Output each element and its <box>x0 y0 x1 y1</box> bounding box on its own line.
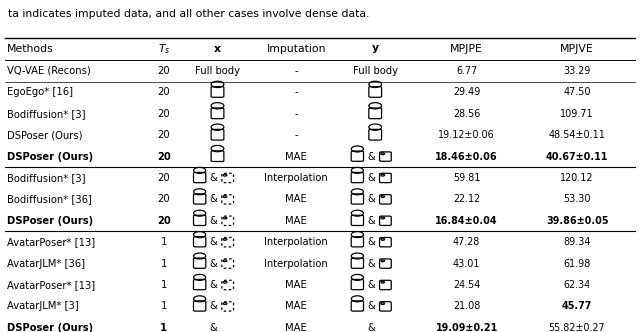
Text: MAE: MAE <box>285 280 307 290</box>
Text: 62.34: 62.34 <box>563 280 591 290</box>
Text: 48.54±0.11: 48.54±0.11 <box>548 130 605 140</box>
Text: 45.77: 45.77 <box>562 301 592 311</box>
Text: $T_s$: $T_s$ <box>157 42 170 56</box>
Text: &: & <box>210 173 218 183</box>
Text: &: & <box>210 259 218 269</box>
Text: 18.46±0.06: 18.46±0.06 <box>435 152 498 162</box>
Text: EgoEgo* [16]: EgoEgo* [16] <box>7 87 73 97</box>
Text: $\mathbf{y}$: $\mathbf{y}$ <box>371 43 380 55</box>
Text: 47.50: 47.50 <box>563 87 591 97</box>
Text: $\mathbf{x}$: $\mathbf{x}$ <box>213 44 222 54</box>
Text: &: & <box>367 280 375 290</box>
Text: Methods: Methods <box>7 44 54 54</box>
Text: MAE: MAE <box>285 194 307 205</box>
Text: MPJVE: MPJVE <box>560 44 594 54</box>
Text: 20: 20 <box>157 109 170 119</box>
Text: -: - <box>294 66 298 76</box>
Text: AvatarJLM* [3]: AvatarJLM* [3] <box>7 301 79 311</box>
Text: 19.12±0.06: 19.12±0.06 <box>438 130 495 140</box>
Text: 53.30: 53.30 <box>563 194 591 205</box>
Text: DSPoser (Ours): DSPoser (Ours) <box>7 323 93 332</box>
Text: AvatarJLM* [36]: AvatarJLM* [36] <box>7 259 85 269</box>
Text: 19.09±0.21: 19.09±0.21 <box>436 323 498 332</box>
Text: &: & <box>367 194 375 205</box>
Text: &: & <box>367 237 375 247</box>
Text: Interpolation: Interpolation <box>264 237 328 247</box>
Text: 20: 20 <box>157 87 170 97</box>
Text: &: & <box>210 280 218 290</box>
Text: Full body: Full body <box>353 66 397 76</box>
Text: 55.82±0.27: 55.82±0.27 <box>548 323 605 332</box>
Text: DSPoser (Ours): DSPoser (Ours) <box>7 130 83 140</box>
Text: 1: 1 <box>161 301 167 311</box>
Text: &: & <box>367 173 375 183</box>
Text: 1: 1 <box>161 259 167 269</box>
Text: 61.98: 61.98 <box>563 259 591 269</box>
Text: &: & <box>210 301 218 311</box>
Text: &: & <box>367 323 375 332</box>
Text: DSPoser (Ours): DSPoser (Ours) <box>7 216 93 226</box>
Text: AvatarPoser* [13]: AvatarPoser* [13] <box>7 280 95 290</box>
Text: 109.71: 109.71 <box>560 109 594 119</box>
Text: 20: 20 <box>157 173 170 183</box>
Text: 59.81: 59.81 <box>453 173 481 183</box>
Text: 47.28: 47.28 <box>453 237 481 247</box>
Text: Bodiffusion* [36]: Bodiffusion* [36] <box>7 194 92 205</box>
Text: 21.08: 21.08 <box>453 301 481 311</box>
Text: 16.84±0.04: 16.84±0.04 <box>435 216 498 226</box>
Text: MAE: MAE <box>285 301 307 311</box>
Text: -: - <box>294 130 298 140</box>
Text: &: & <box>210 216 218 226</box>
Text: 29.49: 29.49 <box>453 87 481 97</box>
Text: 24.54: 24.54 <box>453 280 481 290</box>
Text: 22.12: 22.12 <box>453 194 480 205</box>
Text: MAE: MAE <box>285 152 307 162</box>
Text: Full body: Full body <box>195 66 240 76</box>
Text: VQ-VAE (Recons): VQ-VAE (Recons) <box>7 66 91 76</box>
Text: ta indicates imputed data, and all other cases involve dense data.: ta indicates imputed data, and all other… <box>8 9 369 19</box>
Text: 6.77: 6.77 <box>456 66 477 76</box>
Text: MAE: MAE <box>285 216 307 226</box>
Text: MAE: MAE <box>285 323 307 332</box>
Text: 39.86±0.05: 39.86±0.05 <box>546 216 609 226</box>
Text: 20: 20 <box>157 152 171 162</box>
Text: 120.12: 120.12 <box>561 173 594 183</box>
Text: 43.01: 43.01 <box>453 259 481 269</box>
Text: &: & <box>367 152 375 162</box>
Text: 20: 20 <box>157 130 170 140</box>
Text: 1: 1 <box>161 237 167 247</box>
Text: MPJPE: MPJPE <box>450 44 483 54</box>
Text: 1: 1 <box>160 323 168 332</box>
Text: 1: 1 <box>161 280 167 290</box>
Text: &: & <box>367 301 375 311</box>
Text: Bodiffusion* [3]: Bodiffusion* [3] <box>7 173 86 183</box>
Text: &: & <box>210 237 218 247</box>
Text: 20: 20 <box>157 194 170 205</box>
Text: 20: 20 <box>157 66 170 76</box>
Text: Interpolation: Interpolation <box>264 173 328 183</box>
Text: &: & <box>210 323 218 332</box>
Text: 28.56: 28.56 <box>453 109 480 119</box>
Text: Imputation: Imputation <box>267 44 326 54</box>
Text: AvatarPoser* [13]: AvatarPoser* [13] <box>7 237 95 247</box>
Text: -: - <box>294 87 298 97</box>
Text: &: & <box>367 216 375 226</box>
Text: &: & <box>210 194 218 205</box>
Text: 20: 20 <box>157 216 171 226</box>
Text: 89.34: 89.34 <box>563 237 591 247</box>
Text: Interpolation: Interpolation <box>264 259 328 269</box>
Text: DSPoser (Ours): DSPoser (Ours) <box>7 152 93 162</box>
Text: 40.67±0.11: 40.67±0.11 <box>546 152 608 162</box>
Text: &: & <box>367 259 375 269</box>
Text: -: - <box>294 109 298 119</box>
Text: Bodiffusion* [3]: Bodiffusion* [3] <box>7 109 86 119</box>
Text: 33.29: 33.29 <box>563 66 591 76</box>
